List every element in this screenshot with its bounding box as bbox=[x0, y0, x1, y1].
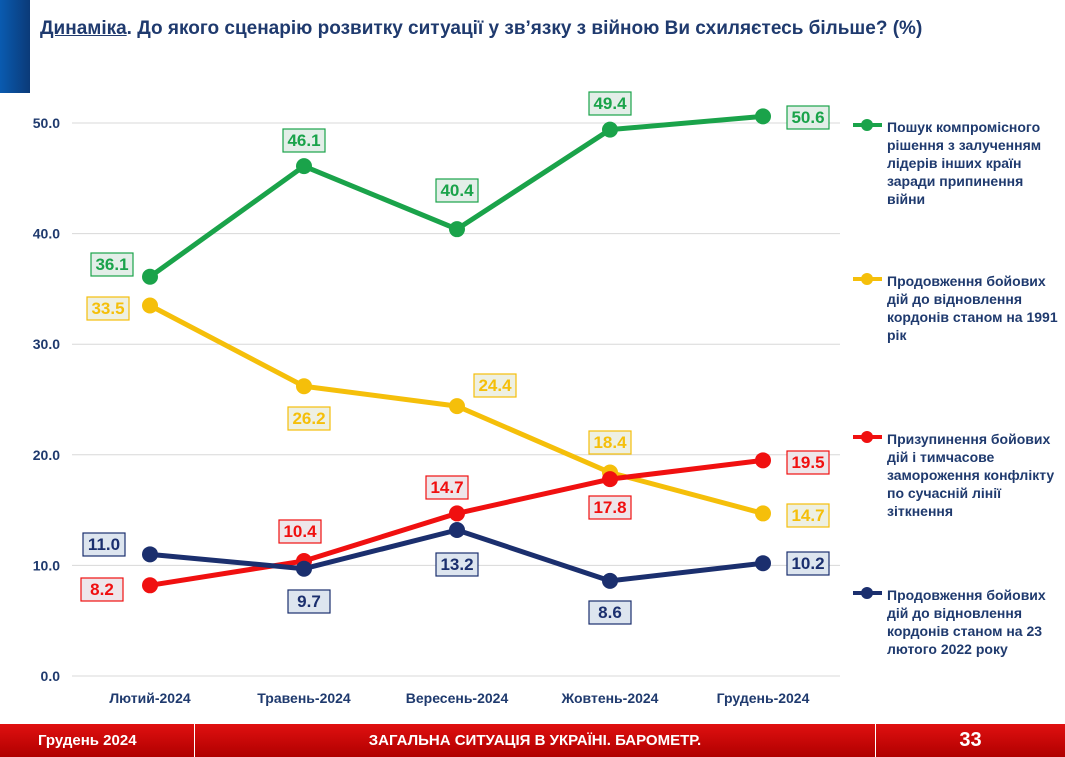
data-label: 18.4 bbox=[593, 433, 627, 452]
data-label-box bbox=[82, 532, 126, 557]
legend-entry: Продовження бойових дій до відновлення к… bbox=[887, 273, 1058, 343]
data-label: 36.1 bbox=[95, 255, 128, 274]
data-label-box bbox=[588, 91, 632, 116]
data-label: 8.2 bbox=[90, 580, 114, 599]
data-point bbox=[296, 560, 312, 577]
data-label-box bbox=[278, 519, 322, 544]
legend-entry: Призупинення бойових дій і тимчасове зам… bbox=[887, 431, 1055, 519]
legend-marker bbox=[861, 119, 873, 131]
y-tick-label: 20.0 bbox=[33, 447, 60, 463]
y-tick-label: 0.0 bbox=[41, 668, 61, 684]
data-point bbox=[755, 555, 771, 572]
line-chart: 0.0 10.0 20.0 30.0 40.0 50.0 Лютий-2024 Травень… bbox=[33, 91, 882, 706]
data-label: 8.6 bbox=[598, 603, 622, 622]
data-label-box bbox=[425, 475, 469, 500]
legend-marker bbox=[861, 587, 873, 599]
data-label-box bbox=[588, 600, 632, 625]
data-label: 9.7 bbox=[297, 592, 321, 611]
data-label-box bbox=[435, 552, 479, 577]
data-point bbox=[449, 505, 465, 522]
data-label: 14.7 bbox=[791, 506, 824, 525]
data-label: 26.2 bbox=[292, 409, 325, 428]
data-point bbox=[602, 121, 618, 138]
data-label: 11.0 bbox=[88, 535, 120, 554]
data-label: 13.2 bbox=[440, 555, 473, 574]
data-point bbox=[142, 297, 158, 314]
data-label-box bbox=[86, 296, 130, 321]
y-tick-label: 30.0 bbox=[33, 336, 60, 352]
data-point bbox=[142, 577, 158, 594]
data-label-box bbox=[435, 178, 479, 203]
page-title: Динаміка. До якого сценарію розвитку сит… bbox=[40, 18, 922, 40]
data-label-box bbox=[90, 252, 134, 277]
data-label-box bbox=[786, 450, 830, 475]
data-label: 10.4 bbox=[283, 522, 317, 541]
y-tick-label: 40.0 bbox=[33, 226, 60, 242]
footer-date: Грудень 2024 bbox=[0, 724, 194, 757]
data-label: 19.5 bbox=[791, 453, 824, 472]
page-number: 33 bbox=[876, 724, 1065, 757]
data-label: 17.8 bbox=[593, 498, 626, 517]
data-label-box bbox=[588, 430, 632, 455]
data-label-box bbox=[287, 406, 331, 431]
data-point bbox=[296, 158, 312, 175]
data-label: 33.5 bbox=[91, 299, 124, 318]
header-accent-bar bbox=[0, 0, 30, 93]
legend-marker bbox=[861, 431, 873, 443]
title-rest: . До якого сценарію розвитку ситуації у … bbox=[126, 18, 923, 39]
data-point bbox=[449, 522, 465, 539]
data-label: 40.4 bbox=[440, 181, 474, 200]
y-tick-label: 50.0 bbox=[33, 115, 60, 131]
legend-entry: Пошук компромісного рішення з залученням… bbox=[887, 119, 1042, 207]
data-label: 49.4 bbox=[593, 94, 627, 113]
data-point bbox=[755, 108, 771, 125]
data-label: 46.1 bbox=[287, 131, 320, 150]
data-point bbox=[142, 268, 158, 285]
data-label-box bbox=[287, 589, 331, 614]
data-point bbox=[602, 572, 618, 589]
footer-title: ЗАГАЛЬНА СИТУАЦІЯ В УКРАЇНІ. БАРОМЕТР. bbox=[195, 724, 875, 757]
y-tick-label: 10.0 bbox=[33, 557, 60, 573]
data-label: 14.7 bbox=[430, 478, 463, 497]
data-label-box bbox=[80, 577, 124, 602]
data-point bbox=[296, 378, 312, 395]
data-label-box bbox=[588, 495, 632, 520]
x-tick-label: Жовтень-2024 bbox=[561, 690, 659, 706]
legend-entry: Продовження бойових дій до відновлення к… bbox=[887, 587, 1046, 657]
x-tick-label: Травень-2024 bbox=[257, 690, 351, 706]
x-tick-label: Вересень-2024 bbox=[406, 690, 509, 706]
data-point bbox=[449, 398, 465, 415]
data-label-box bbox=[473, 373, 517, 398]
data-point bbox=[602, 471, 618, 488]
data-point bbox=[142, 546, 158, 563]
title-underlined: Динаміка bbox=[40, 18, 127, 39]
footer: Грудень 2024 ЗАГАЛЬНА СИТУАЦІЯ В УКРАЇНІ… bbox=[0, 724, 1065, 757]
data-label: 10.2 bbox=[791, 554, 824, 573]
x-tick-label: Грудень-2024 bbox=[717, 690, 810, 706]
data-label-box bbox=[282, 128, 326, 153]
data-label-box bbox=[786, 551, 830, 576]
data-label-box bbox=[786, 105, 830, 130]
x-tick-label: Лютий-2024 bbox=[109, 690, 191, 706]
data-point bbox=[755, 452, 771, 469]
data-point bbox=[755, 505, 771, 522]
data-point bbox=[449, 221, 465, 238]
legend-marker bbox=[861, 273, 873, 285]
data-label-box bbox=[786, 503, 830, 528]
data-label: 24.4 bbox=[478, 376, 512, 395]
data-label: 50.6 bbox=[791, 108, 824, 127]
